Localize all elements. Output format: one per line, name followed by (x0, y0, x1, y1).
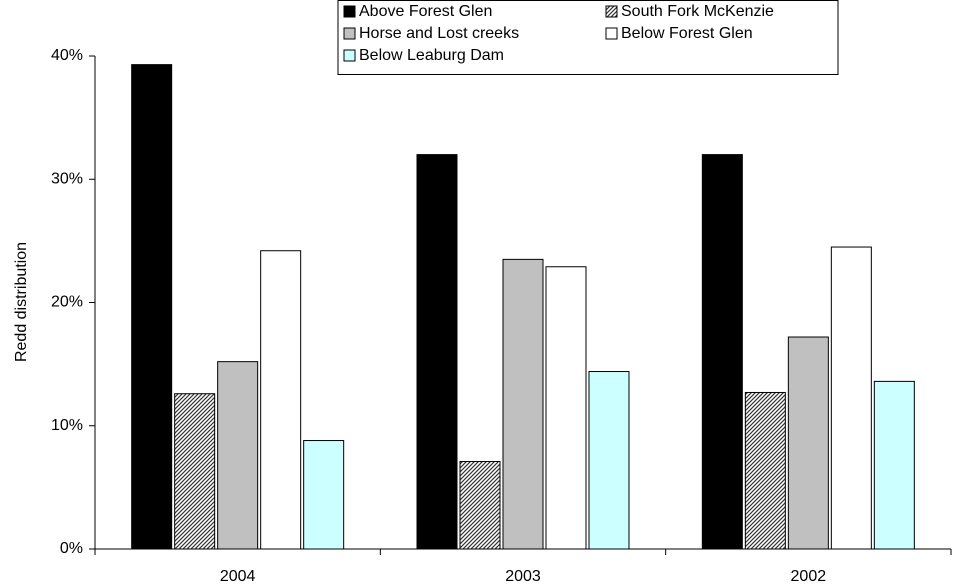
y-tick-label: 20% (51, 294, 83, 311)
legend-swatch (343, 49, 356, 62)
y-tick-label: 10% (51, 417, 83, 434)
bar (174, 393, 216, 550)
legend-box (337, 0, 839, 75)
legend-label: South Fork McKenzie (621, 3, 774, 20)
y-tick-label: 40% (51, 47, 83, 64)
bar (744, 391, 786, 550)
bar (787, 336, 829, 550)
y-tick-label: 30% (51, 170, 83, 187)
bar (260, 250, 302, 550)
legend-swatch (605, 27, 618, 40)
bar (303, 440, 345, 550)
bar (502, 258, 544, 550)
bar (830, 246, 872, 550)
bar (131, 64, 173, 550)
legend-swatch (343, 27, 356, 40)
y-axis-label: Redd distribution (13, 242, 30, 362)
legend-label: Below Leaburg Dam (359, 47, 504, 64)
y-tick-label: 0% (60, 540, 83, 557)
bar (701, 154, 743, 550)
legend-swatch (605, 5, 618, 18)
x-tick-label: 2004 (220, 568, 256, 585)
x-tick-label: 2002 (791, 568, 827, 585)
bar (459, 460, 501, 550)
x-tick-label: 2003 (505, 568, 541, 585)
bar (873, 380, 915, 550)
bar (545, 266, 587, 550)
bar (588, 371, 630, 550)
bar (217, 361, 259, 550)
legend-swatch (343, 5, 356, 18)
legend-label: Above Forest Glen (359, 3, 492, 20)
bar (416, 154, 458, 550)
legend-label: Below Forest Glen (621, 25, 753, 42)
legend-label: Horse and Lost creeks (359, 25, 519, 42)
